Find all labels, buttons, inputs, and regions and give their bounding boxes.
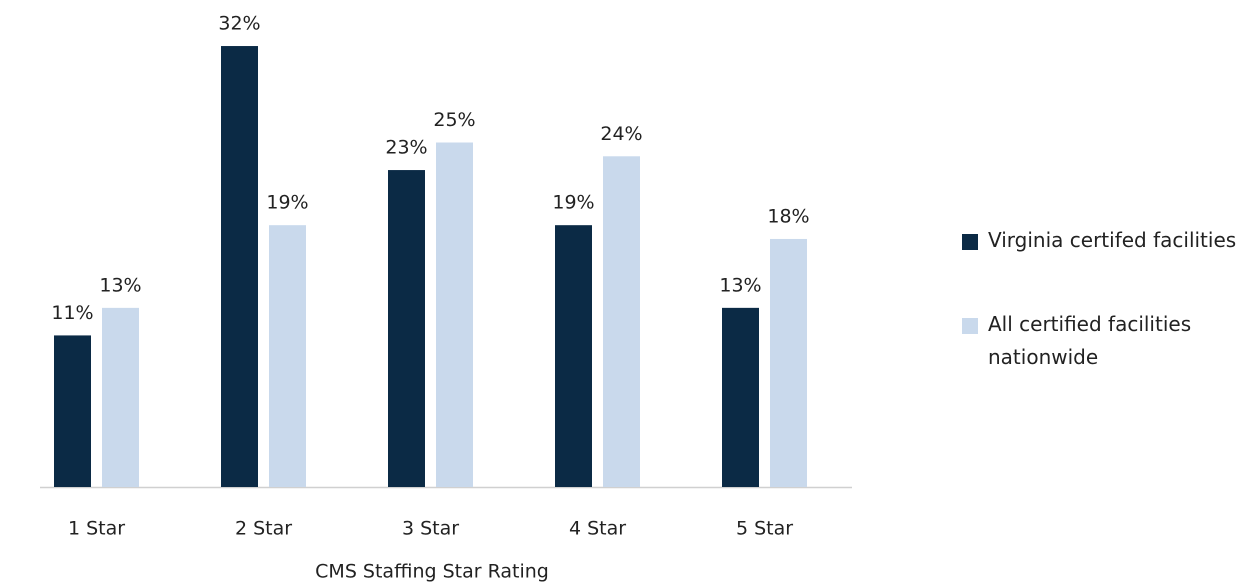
bar xyxy=(770,238,807,487)
data-label: 13% xyxy=(719,274,761,296)
bar xyxy=(102,307,139,487)
x-tick-label: 2 Star xyxy=(235,518,292,540)
legend-label: Virginia certifed facilities xyxy=(988,228,1237,252)
legend-item: All certified facilities nationwide xyxy=(960,308,1240,374)
bar xyxy=(722,307,759,487)
legend-swatch xyxy=(962,318,978,334)
data-label: 18% xyxy=(767,205,809,227)
bar xyxy=(388,170,425,487)
data-label: 24% xyxy=(600,123,642,145)
legend-label: All certified facilities nationwide xyxy=(988,312,1192,369)
bar xyxy=(221,46,258,487)
x-tick-label: 3 Star xyxy=(402,518,459,540)
data-label: 25% xyxy=(433,109,475,131)
bar xyxy=(555,225,592,487)
x-tick-label: 5 Star xyxy=(736,518,793,540)
data-label: 19% xyxy=(552,192,594,214)
data-label: 32% xyxy=(218,13,260,35)
x-tick-label: 1 Star xyxy=(68,518,125,540)
bar xyxy=(603,156,640,487)
bar xyxy=(54,335,91,487)
data-label: 23% xyxy=(385,137,427,159)
x-axis-title: CMS Staffing Star Rating xyxy=(315,561,549,583)
data-label: 13% xyxy=(99,274,141,296)
data-label: 19% xyxy=(266,192,308,214)
data-label: 11% xyxy=(51,302,93,324)
bar xyxy=(269,225,306,487)
legend-swatch xyxy=(962,234,978,250)
bar xyxy=(436,142,473,487)
legend-item: Virginia certifed facilities xyxy=(960,224,1240,257)
x-tick-label: 4 Star xyxy=(569,518,626,540)
